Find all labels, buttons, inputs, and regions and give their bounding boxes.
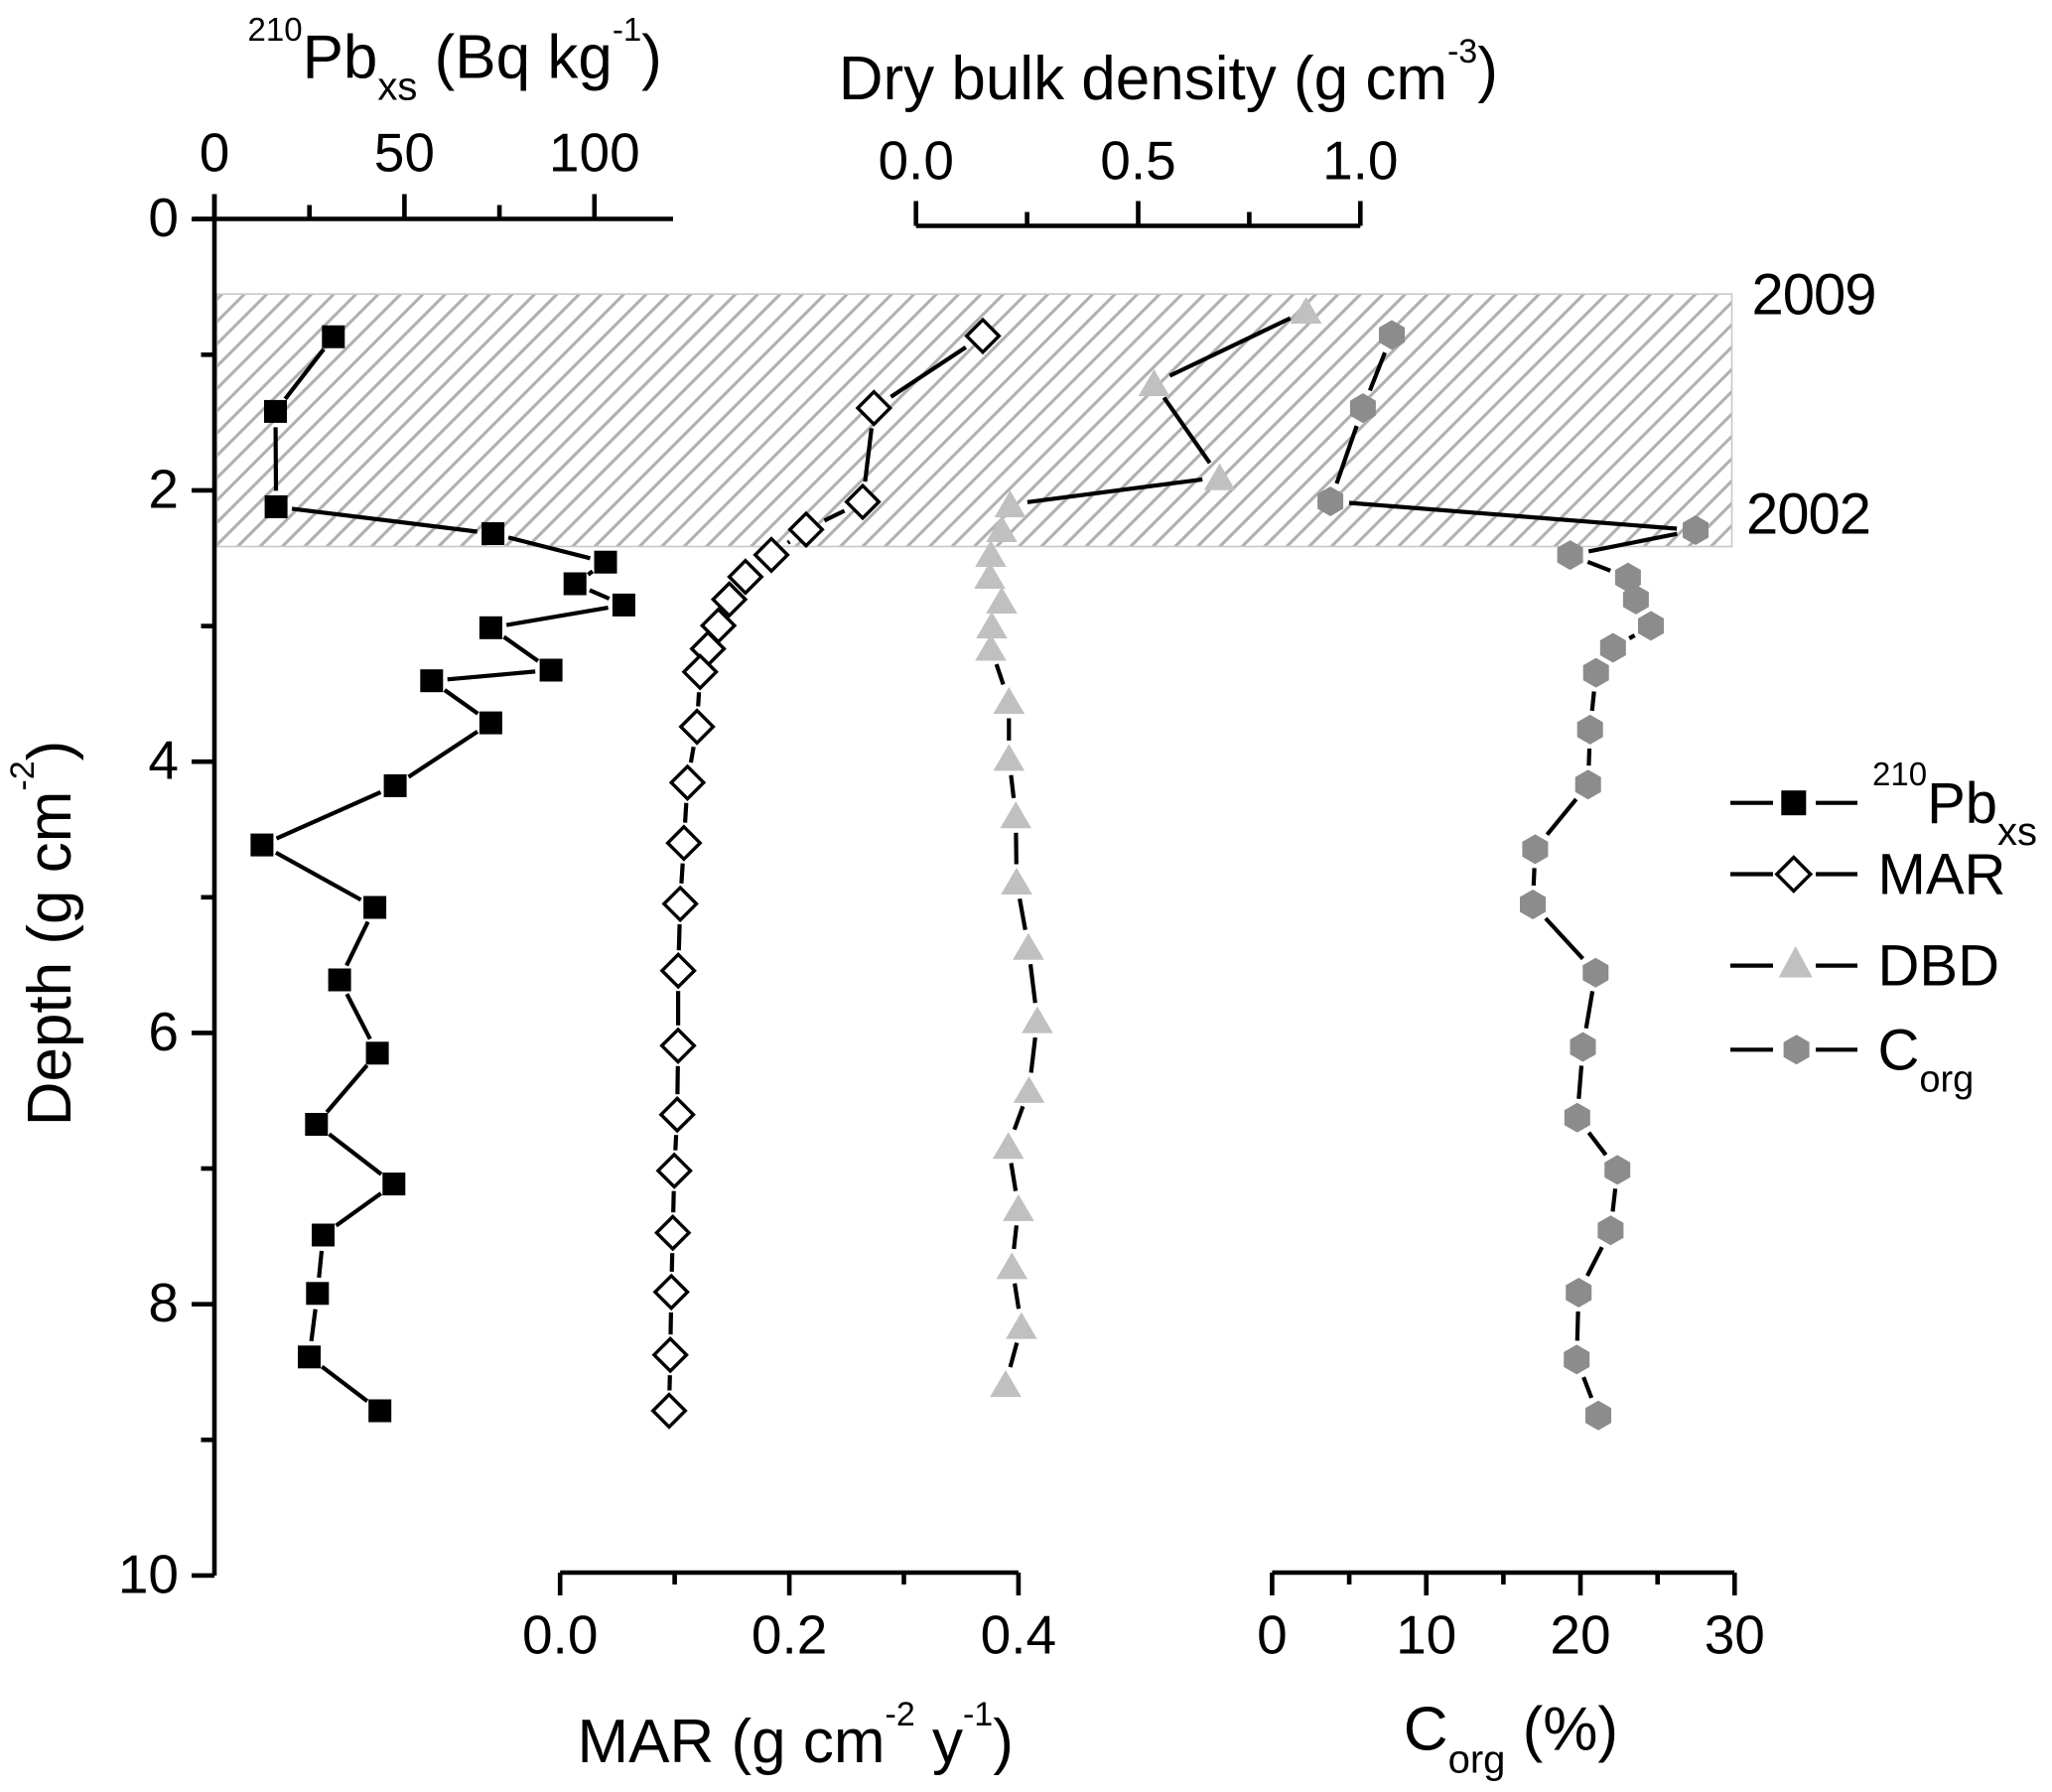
svg-text:4: 4: [148, 730, 179, 791]
svg-text:MAR (g cm-2 y-1): MAR (g cm-2 y-1): [578, 1696, 1014, 1776]
svg-text:2002: 2002: [1746, 482, 1870, 547]
svg-text:MAR: MAR: [1878, 843, 2006, 907]
svg-text:6: 6: [148, 1001, 179, 1062]
svg-text:8: 8: [148, 1272, 179, 1333]
svg-text:0.4: 0.4: [981, 1604, 1056, 1666]
svg-text:Depth (g cm-2): Depth (g cm-2): [4, 741, 84, 1127]
svg-text:210Pbxs (Bq kg-1): 210Pbxs (Bq kg-1): [248, 11, 662, 109]
svg-text:0.5: 0.5: [1100, 130, 1175, 192]
svg-text:0.0: 0.0: [878, 130, 953, 192]
svg-text:100: 100: [549, 121, 640, 183]
svg-text:2: 2: [148, 458, 179, 519]
svg-text:30: 30: [1705, 1604, 1765, 1666]
svg-text:0: 0: [1257, 1604, 1288, 1666]
svg-text:50: 50: [374, 121, 435, 183]
svg-text:0.0: 0.0: [522, 1604, 598, 1666]
svg-text:DBD: DBD: [1878, 934, 1999, 999]
svg-text:1.0: 1.0: [1322, 130, 1398, 192]
svg-text:10: 10: [1396, 1604, 1456, 1666]
svg-text:210Pbxs: 210Pbxs: [1872, 756, 2037, 854]
svg-text:0.2: 0.2: [752, 1604, 827, 1666]
svg-text:0: 0: [200, 121, 230, 183]
svg-text:2009: 2009: [1752, 263, 1876, 328]
svg-text:0: 0: [148, 187, 179, 248]
svg-text:Dry bulk density (g cm-3): Dry bulk density (g cm-3): [839, 33, 1498, 113]
svg-text:20: 20: [1550, 1604, 1610, 1666]
svg-text:10: 10: [118, 1543, 179, 1604]
